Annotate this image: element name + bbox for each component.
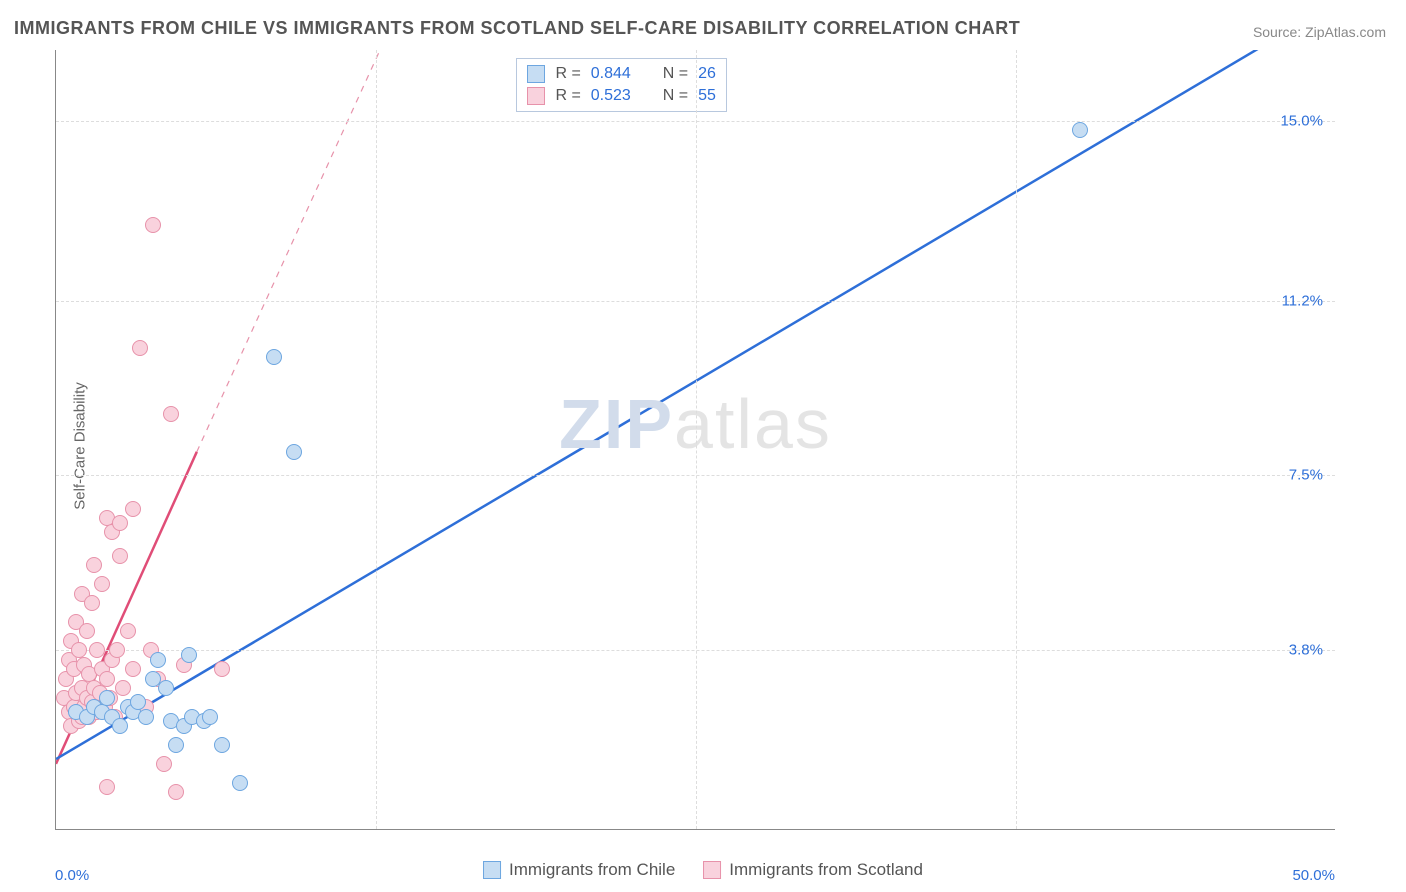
data-point bbox=[214, 737, 230, 753]
n-label: N = bbox=[663, 85, 688, 107]
y-tick-label: 11.2% bbox=[1282, 292, 1323, 309]
data-point bbox=[202, 709, 218, 725]
data-point bbox=[214, 661, 230, 677]
y-tick-label: 3.8% bbox=[1289, 642, 1323, 659]
data-point bbox=[181, 647, 197, 663]
n-value: 55 bbox=[698, 85, 716, 107]
plot-area: ZIPatlas R = 0.844 N = 26 R = 0.523 N = 55 3.8%… bbox=[55, 50, 1335, 830]
data-point bbox=[232, 775, 248, 791]
gridline-v bbox=[696, 50, 697, 829]
data-point bbox=[94, 576, 110, 592]
data-point bbox=[115, 680, 131, 696]
data-point bbox=[158, 680, 174, 696]
legend-swatch bbox=[483, 861, 501, 879]
data-point bbox=[1072, 122, 1088, 138]
gridline-v bbox=[376, 50, 377, 829]
legend-row: R = 0.523 N = 55 bbox=[527, 85, 715, 107]
data-point bbox=[132, 340, 148, 356]
data-point bbox=[120, 623, 136, 639]
x-tick-label: 50.0% bbox=[1292, 867, 1335, 884]
data-point bbox=[112, 548, 128, 564]
series-legend: Immigrants from Chile Immigrants from Sco… bbox=[483, 860, 923, 880]
r-label: R = bbox=[555, 63, 580, 85]
n-value: 26 bbox=[698, 63, 716, 85]
data-point bbox=[89, 642, 105, 658]
legend-label: Immigrants from Chile bbox=[509, 860, 675, 880]
legend-label: Immigrants from Scotland bbox=[729, 860, 923, 880]
legend-item: Immigrants from Scotland bbox=[703, 860, 923, 880]
data-point bbox=[109, 642, 125, 658]
data-point bbox=[99, 690, 115, 706]
x-tick-label: 0.0% bbox=[55, 867, 89, 884]
legend-swatch bbox=[527, 87, 545, 105]
data-point bbox=[112, 515, 128, 531]
legend-row: R = 0.844 N = 26 bbox=[527, 63, 715, 85]
data-point bbox=[266, 349, 282, 365]
data-point bbox=[168, 784, 184, 800]
data-point bbox=[125, 661, 141, 677]
data-point bbox=[86, 557, 102, 573]
watermark-atlas: atlas bbox=[674, 385, 832, 463]
data-point bbox=[145, 217, 161, 233]
watermark-zip: ZIP bbox=[559, 385, 674, 463]
legend-item: Immigrants from Chile bbox=[483, 860, 675, 880]
data-point bbox=[99, 671, 115, 687]
source-label: Source: ZipAtlas.com bbox=[1253, 24, 1386, 40]
y-tick-label: 15.0% bbox=[1280, 112, 1323, 129]
data-point bbox=[99, 779, 115, 795]
legend-swatch bbox=[527, 65, 545, 83]
data-point bbox=[163, 406, 179, 422]
y-tick-label: 7.5% bbox=[1289, 467, 1323, 484]
r-value: 0.523 bbox=[591, 85, 641, 107]
legend-swatch bbox=[703, 861, 721, 879]
data-point bbox=[125, 501, 141, 517]
chart-title: IMMIGRANTS FROM CHILE VS IMMIGRANTS FROM… bbox=[14, 18, 1020, 39]
data-point bbox=[79, 623, 95, 639]
chart-container: IMMIGRANTS FROM CHILE VS IMMIGRANTS FROM… bbox=[0, 0, 1406, 892]
r-value: 0.844 bbox=[591, 63, 641, 85]
data-point bbox=[112, 718, 128, 734]
data-point bbox=[156, 756, 172, 772]
data-point bbox=[150, 652, 166, 668]
data-point bbox=[286, 444, 302, 460]
data-point bbox=[84, 595, 100, 611]
r-label: R = bbox=[555, 85, 580, 107]
n-label: N = bbox=[663, 63, 688, 85]
gridline-v bbox=[1016, 50, 1017, 829]
data-point bbox=[138, 709, 154, 725]
data-point bbox=[168, 737, 184, 753]
